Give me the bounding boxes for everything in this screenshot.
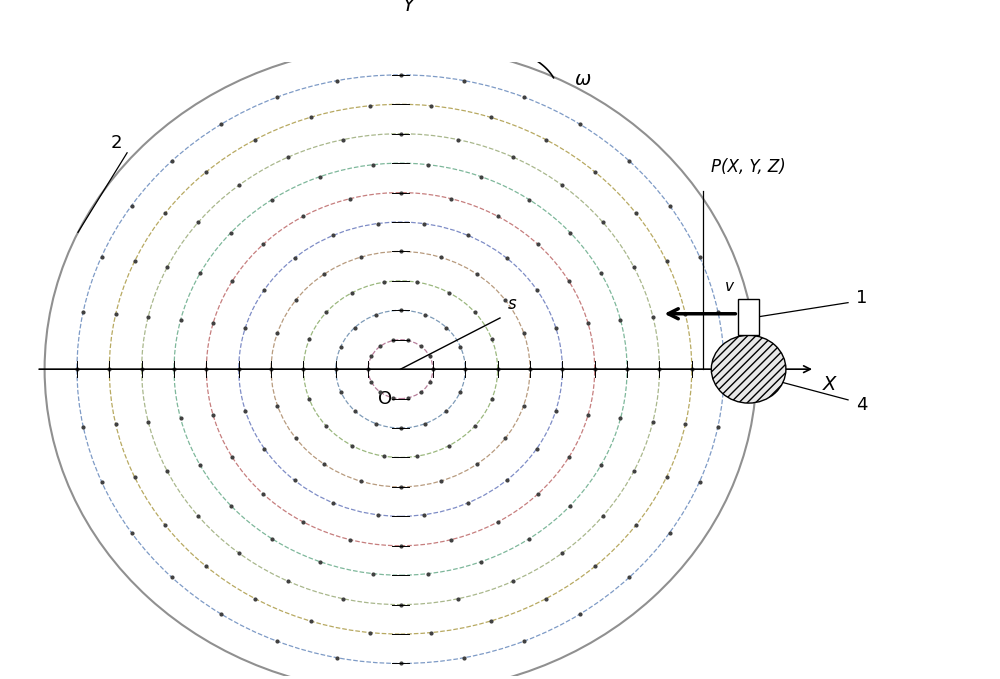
Text: v: v	[725, 279, 734, 294]
Text: X: X	[823, 375, 837, 394]
Text: O: O	[378, 390, 392, 407]
Text: 1: 1	[856, 289, 868, 306]
Ellipse shape	[711, 335, 786, 403]
Bar	[738, 299, 759, 335]
Text: 2: 2	[111, 134, 122, 151]
Text: Y: Y	[403, 0, 415, 15]
Text: s: s	[508, 295, 517, 313]
Text: P(X, Y, Z): P(X, Y, Z)	[711, 158, 786, 176]
Text: ω: ω	[575, 70, 591, 89]
Text: 4: 4	[856, 396, 868, 414]
